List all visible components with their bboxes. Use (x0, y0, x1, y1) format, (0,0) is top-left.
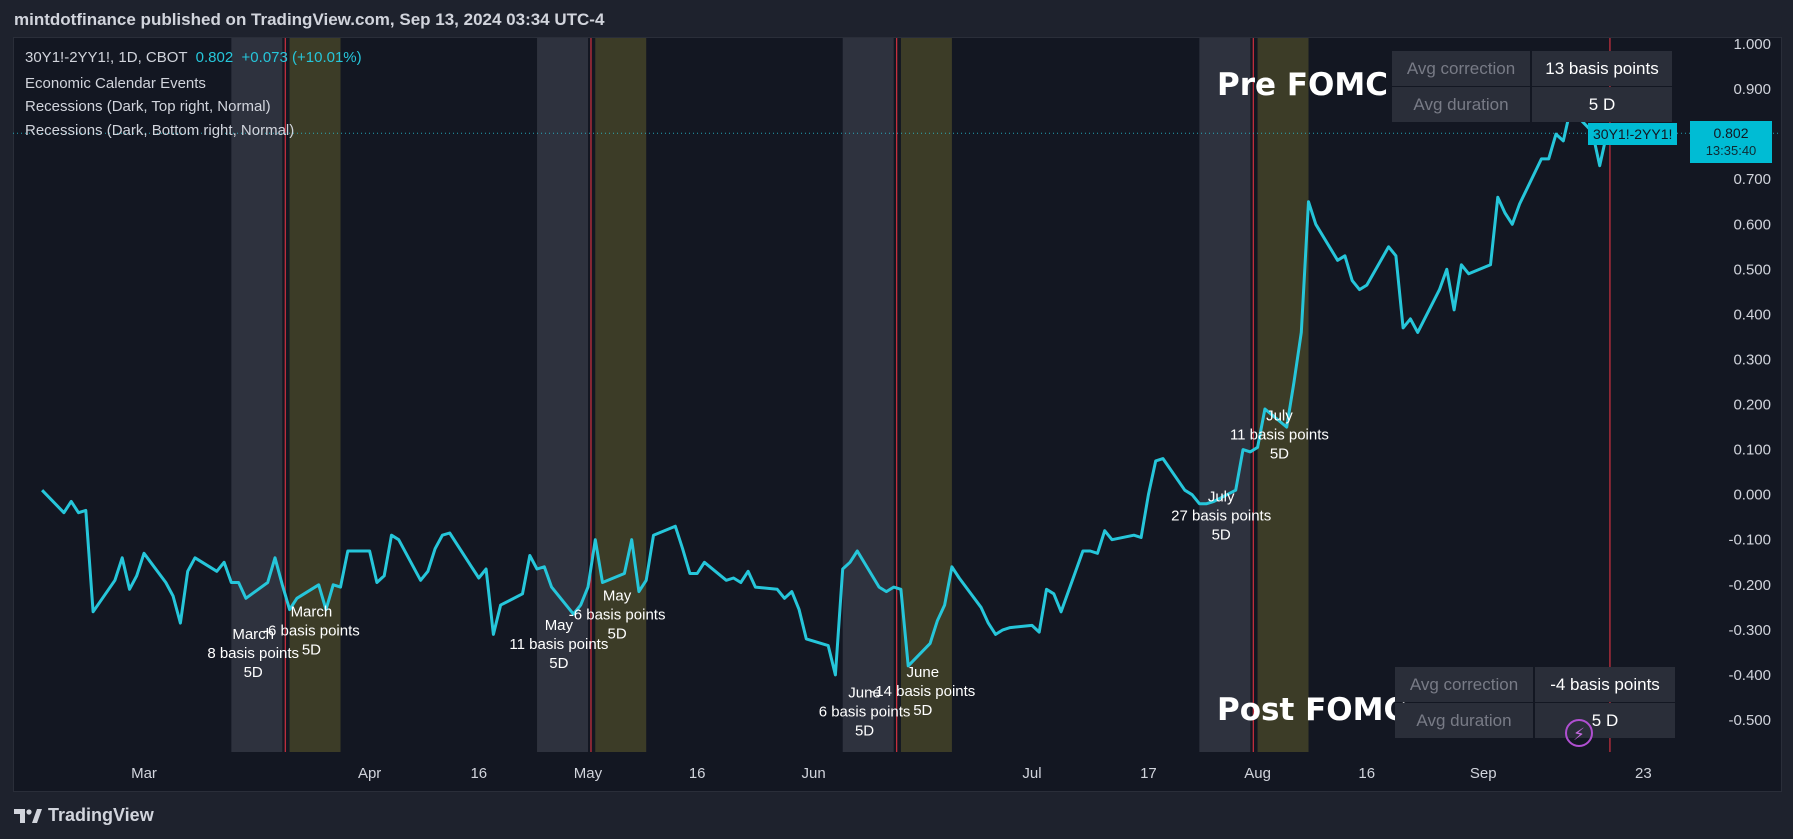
fomc-annotation-line: March (232, 626, 274, 643)
y-tick-label: 0.100 (1733, 442, 1771, 459)
fomc-annotation-line: 11 basis points (1230, 426, 1329, 443)
pre-avg-correction-label: Avg correction (1392, 51, 1530, 86)
x-tick-label: 17 (1140, 765, 1157, 782)
pre-avg-duration-value: 5 D (1532, 87, 1672, 122)
y-tick-label: -0.100 (1728, 532, 1771, 549)
fomc-annotation-line: -14 basis points (870, 683, 975, 700)
fomc-annotation-line: June (907, 664, 940, 681)
legend-change: +0.073 (+10.01%) (241, 49, 362, 66)
y-tick-label: 0.500 (1733, 261, 1771, 278)
pre-fomc-band (1199, 38, 1251, 752)
post-avg-correction-value: -4 basis points (1535, 667, 1675, 702)
post-fomc-title: Post FOMC (1217, 692, 1407, 728)
fomc-annotation-line: 5D (302, 641, 321, 658)
x-tick-label: Jul (1022, 765, 1041, 782)
fomc-annotation-line: 5D (549, 655, 568, 672)
fomc-annotation-line: May (545, 617, 574, 634)
post-avg-correction-label: Avg correction (1395, 667, 1533, 702)
last-price-tag: 0.802 13:35:40 (1690, 121, 1772, 163)
legend-indicator[interactable]: Recessions (Dark, Bottom right, Normal) (25, 122, 295, 139)
fomc-annotation-line: 5D (1270, 445, 1289, 462)
fomc-annotation-line: 5D (1212, 526, 1231, 543)
x-tick-label: Sep (1470, 765, 1497, 782)
y-tick-label: 0.400 (1733, 306, 1771, 323)
lightning-icon[interactable]: ⚡ (1565, 719, 1593, 747)
fomc-annotation-line: 5D (244, 664, 263, 681)
fomc-annotation-line: 5D (608, 626, 627, 643)
post-avg-duration-value: 5 D (1535, 703, 1675, 738)
y-tick-label: 0.000 (1733, 487, 1771, 504)
x-tick-label: Mar (131, 765, 157, 782)
fomc-annotation-line: June (848, 684, 881, 701)
pre-fomc-band (231, 38, 283, 752)
post-avg-duration-label: Avg duration (1395, 703, 1533, 738)
x-tick-label: 23 (1635, 765, 1652, 782)
y-tick-label: 0.200 (1733, 397, 1771, 414)
y-tick-label: -0.200 (1728, 577, 1771, 594)
fomc-annotation-line: July (1208, 488, 1235, 505)
y-tick-label: 0.900 (1733, 81, 1771, 98)
y-tick-label: -0.500 (1728, 712, 1771, 729)
pre-avg-duration-label: Avg duration (1392, 87, 1530, 122)
y-tick-label: 0.700 (1733, 171, 1771, 188)
x-tick-label: Apr (358, 765, 381, 782)
post-fomc-table: Avg correction -4 basis points Avg durati… (1395, 667, 1675, 739)
price-series-line (41, 107, 1609, 677)
fomc-annotation-line: 5D (855, 722, 874, 739)
fomc-annotation-line: 11 basis points (509, 636, 608, 653)
fomc-annotation-line: 5D (913, 702, 932, 719)
post-fomc-band (900, 38, 952, 752)
tradingview-logo[interactable]: TradingView (14, 805, 154, 826)
fomc-annotation-line: 27 basis points (1171, 507, 1271, 524)
y-tick-label: 1.000 (1733, 36, 1771, 53)
pre-fomc-band (537, 38, 588, 752)
last-price-value: 0.802 (1713, 125, 1749, 141)
pre-avg-correction-value: 13 basis points (1532, 51, 1672, 86)
fomc-annotation-line: 6 basis points (819, 703, 911, 720)
legend-symbol-row[interactable]: 30Y1!-2YY1!, 1D, CBOT 0.802 +0.073 (+10.… (25, 49, 362, 66)
legend-symbol: 30Y1!-2YY1!, 1D, CBOT (25, 49, 188, 66)
legend-indicator[interactable]: Recessions (Dark, Top right, Normal) (25, 98, 271, 115)
bar-countdown: 13:35:40 (1705, 143, 1757, 158)
pre-fomc-band (842, 38, 894, 752)
fomc-annotation-line: March (291, 603, 333, 620)
fomc-annotation-line: May (603, 588, 632, 605)
fomc-annotation-line: July (1266, 407, 1293, 424)
fomc-annotation-line: -6 basis points (263, 622, 360, 639)
legend-indicator[interactable]: Economic Calendar Events (25, 75, 206, 92)
post-fomc-band (1257, 38, 1309, 752)
tradingview-mark-icon (14, 808, 42, 823)
y-tick-label: -0.400 (1728, 667, 1771, 684)
pre-fomc-table: Avg correction 13 basis points Avg durati… (1392, 51, 1672, 123)
fomc-annotation-line: 8 basis points (207, 645, 299, 662)
publisher-line: mintdotfinance published on TradingView.… (14, 10, 605, 29)
fomc-annotation-line: -6 basis points (569, 607, 666, 624)
x-tick-label: Aug (1244, 765, 1271, 782)
x-tick-label: 16 (1358, 765, 1375, 782)
pre-fomc-title: Pre FOMC (1217, 67, 1388, 103)
y-tick-label: -0.300 (1728, 622, 1771, 639)
footer-brand: TradingView (48, 805, 154, 825)
x-tick-label: 16 (689, 765, 706, 782)
post-fomc-band (595, 38, 647, 752)
x-tick-label: 16 (470, 765, 487, 782)
x-tick-label: Jun (802, 765, 826, 782)
series-name-tag: 30Y1!-2YY1! (1588, 123, 1678, 145)
y-tick-label: 0.300 (1733, 351, 1771, 368)
x-tick-label: May (574, 765, 603, 782)
legend-last: 0.802 (195, 49, 234, 66)
post-fomc-band (289, 38, 341, 752)
y-tick-label: 0.600 (1733, 216, 1771, 233)
